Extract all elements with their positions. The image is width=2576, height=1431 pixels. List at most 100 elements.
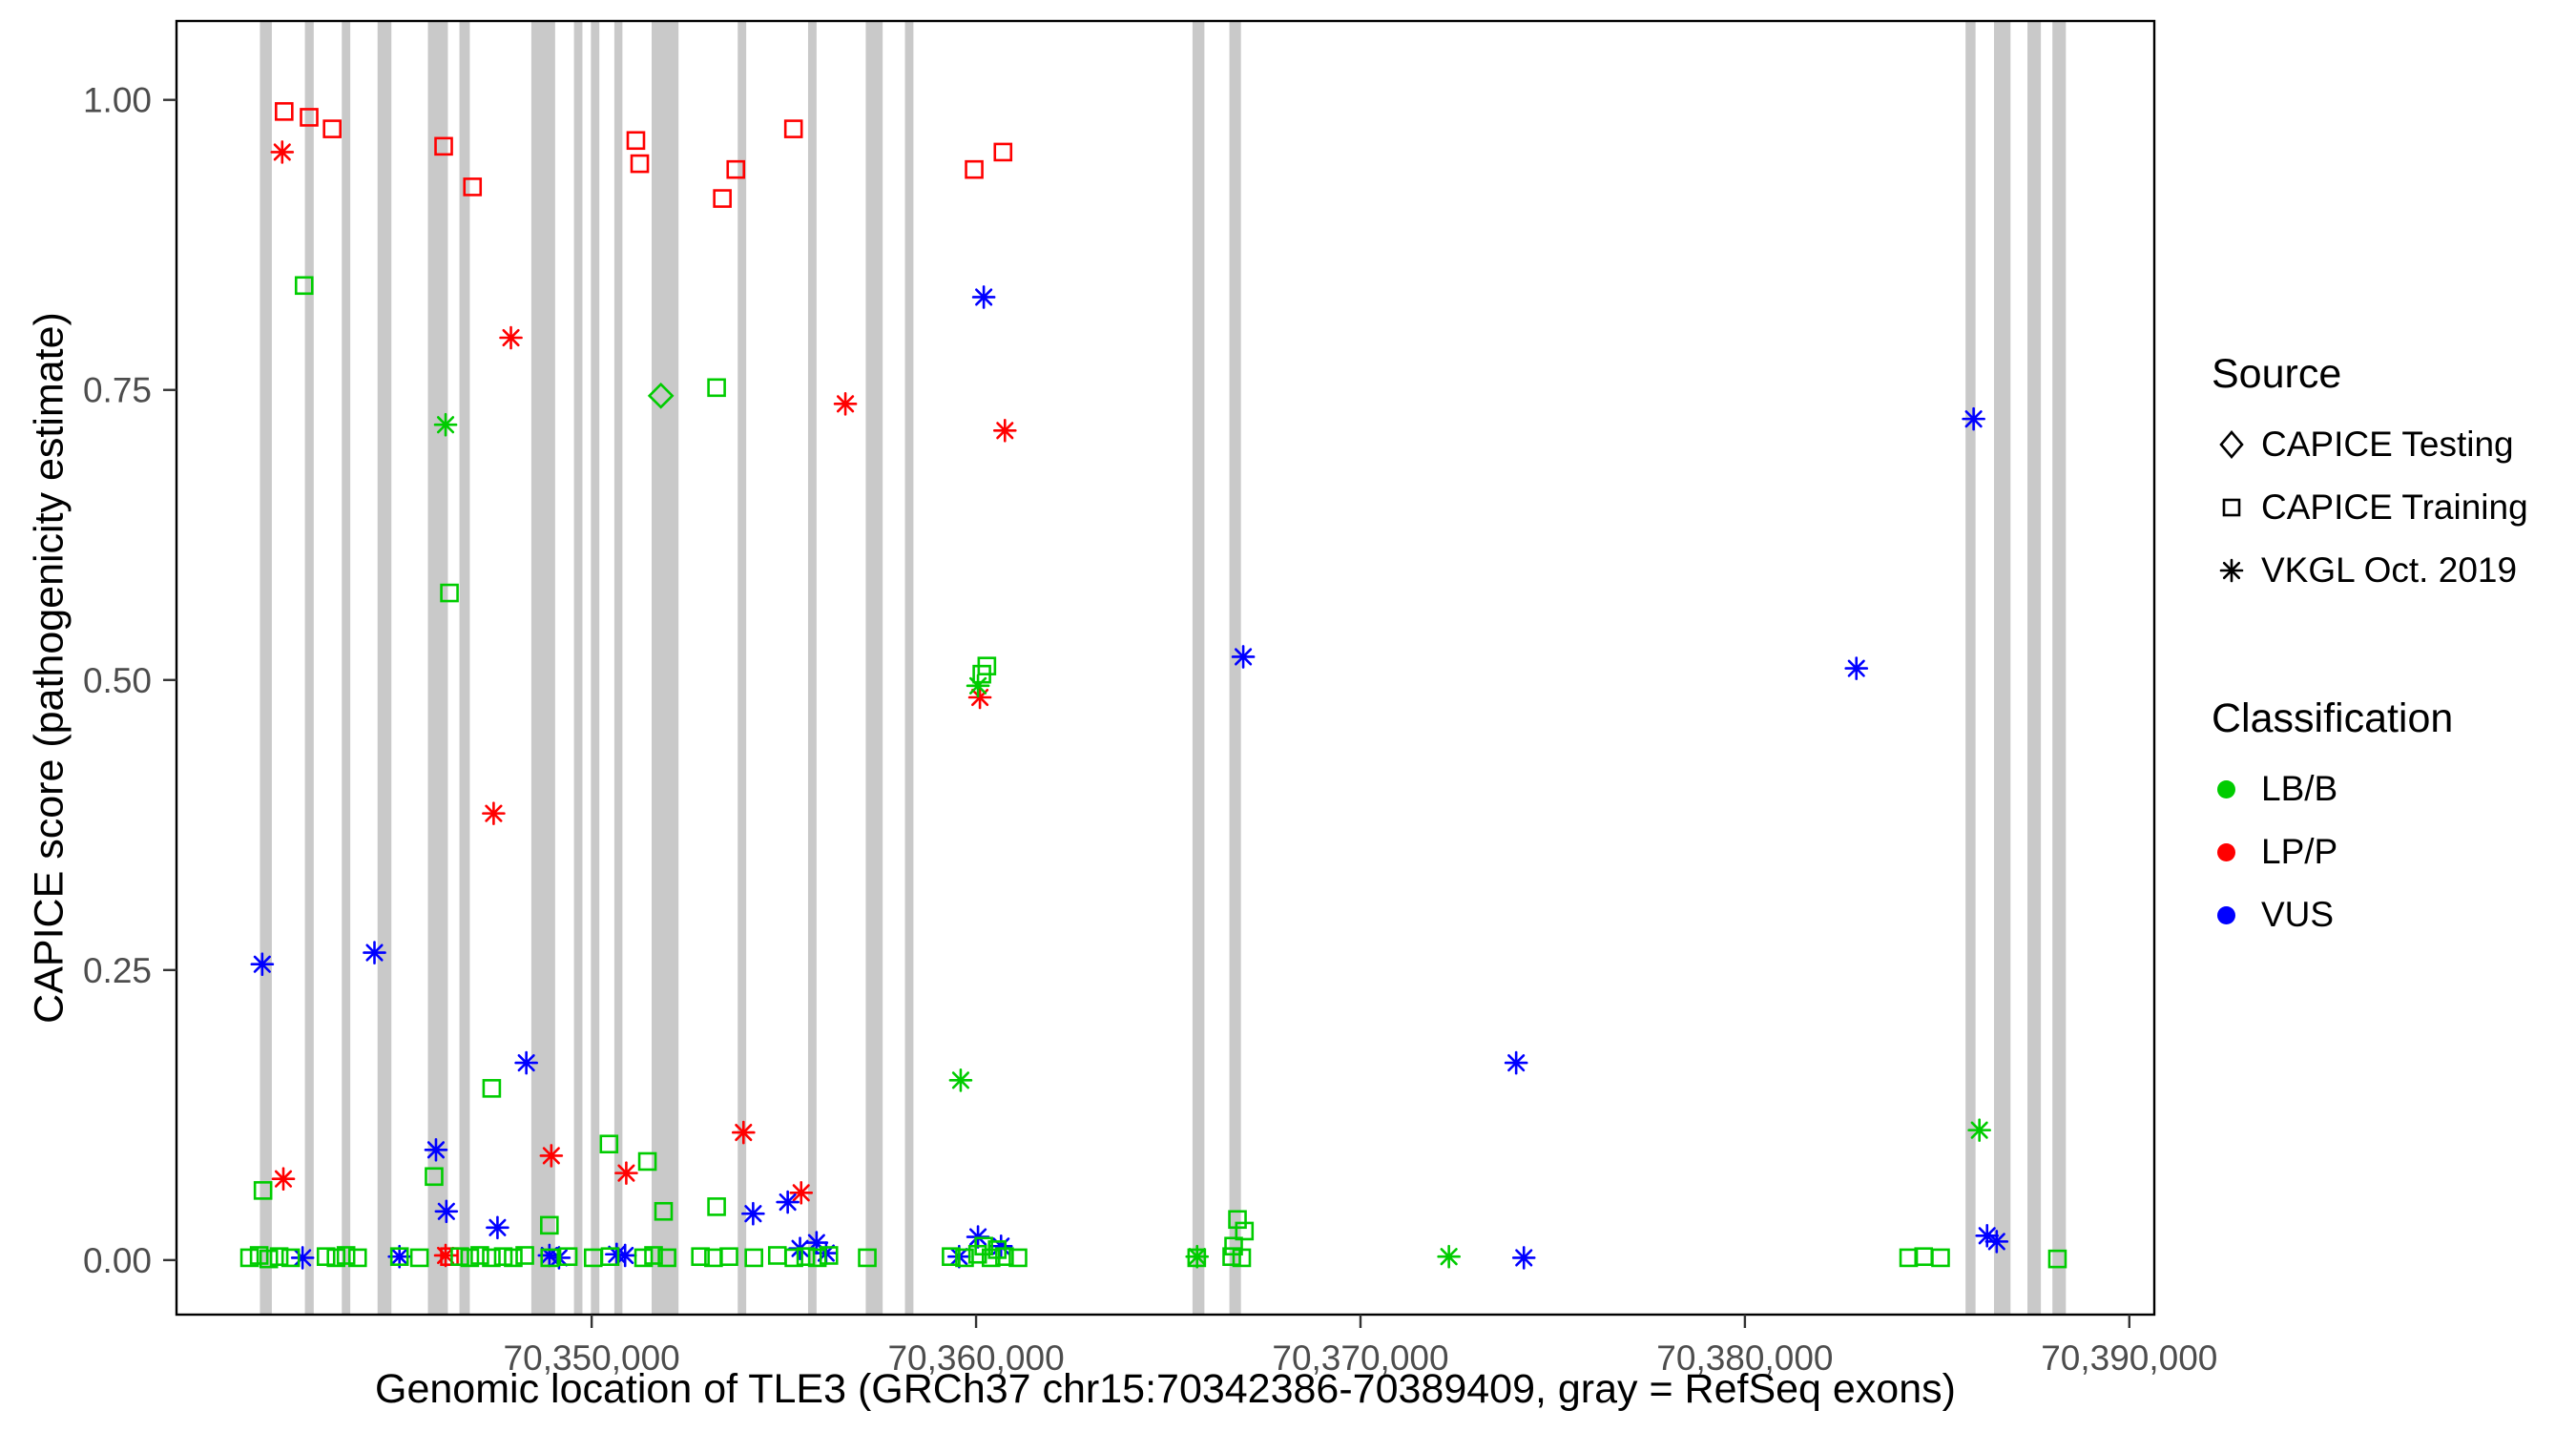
data-point-asterisk xyxy=(363,941,386,964)
y-tick-label: 0.75 xyxy=(83,371,152,410)
data-point-square xyxy=(654,1201,674,1221)
x-tick-label: 70,360,000 xyxy=(887,1338,1064,1378)
data-point-square xyxy=(599,1134,619,1154)
legend-item-label: VUS xyxy=(2261,895,2335,934)
data-point-square xyxy=(691,1247,710,1266)
data-point-square xyxy=(504,1248,523,1268)
data-point-asterisk xyxy=(514,1050,538,1075)
y-tick-label: 0.50 xyxy=(83,661,152,700)
green-dot-icon xyxy=(2212,779,2261,798)
data-point-square xyxy=(807,1248,827,1268)
data-point-asterisk xyxy=(270,140,295,164)
data-point-square xyxy=(259,1249,279,1269)
legend-item-label: LB/B xyxy=(2261,769,2338,808)
legend: Source CAPICE Testing CAPICE Training xyxy=(2212,351,2565,956)
data-point-square xyxy=(269,1247,289,1266)
data-point-square xyxy=(626,131,646,151)
data-point-asterisk xyxy=(992,418,1017,443)
exon-bar xyxy=(613,21,623,1315)
blue-dot-icon xyxy=(2212,905,2261,924)
data-point-square xyxy=(726,159,746,179)
legend-item-lbb: LB/B xyxy=(2212,767,2565,811)
data-point-asterisk xyxy=(948,1068,973,1092)
data-point-square xyxy=(409,1248,429,1268)
data-point-square xyxy=(707,1197,726,1216)
plot-panel-border xyxy=(175,19,2156,1317)
data-point-square xyxy=(784,1248,803,1268)
data-point-square xyxy=(336,1246,356,1265)
asterisk-icon xyxy=(2212,550,2261,591)
data-point-square xyxy=(995,1247,1014,1266)
data-point-square xyxy=(644,1246,663,1265)
data-point-square xyxy=(347,1248,367,1268)
x-axis-title: Genomic location of TLE3 (GRCh37 chr15:7… xyxy=(375,1366,1956,1412)
data-point-square xyxy=(634,1248,654,1268)
exon-bar xyxy=(1965,21,1976,1315)
legend-item-label: VKGL Oct. 2019 xyxy=(2261,550,2518,590)
y-tick-label: 1.00 xyxy=(83,81,152,120)
data-point-square xyxy=(425,1167,444,1187)
data-point-square xyxy=(440,583,459,603)
exon-bar xyxy=(807,21,817,1315)
exon-bar xyxy=(260,21,272,1315)
data-point-square xyxy=(460,1248,480,1268)
data-point-square xyxy=(783,119,803,138)
data-point-asterisk xyxy=(732,1120,756,1145)
data-point-square xyxy=(253,1181,273,1200)
legend-item-vus: VUS xyxy=(2212,893,2565,937)
data-point-asterisk xyxy=(434,1199,459,1224)
exon-bar xyxy=(1993,21,2011,1315)
data-point-square xyxy=(1232,1248,1252,1268)
data-point-square xyxy=(540,1248,560,1268)
data-point-square xyxy=(993,142,1013,162)
data-point-asterisk xyxy=(482,801,506,825)
data-point-square xyxy=(637,1151,657,1172)
data-point-asterisk xyxy=(1437,1244,1461,1269)
data-point-square xyxy=(819,1246,839,1265)
data-point-asterisk xyxy=(776,1190,800,1214)
data-point-asterisk xyxy=(1967,1118,1991,1142)
data-point-square xyxy=(322,119,342,138)
data-point-asterisk xyxy=(499,325,523,350)
data-point-square xyxy=(239,1248,260,1268)
data-point-asterisk xyxy=(433,412,458,437)
data-point-asterisk xyxy=(741,1201,765,1226)
data-point-square xyxy=(450,1247,469,1266)
exon-bar xyxy=(1229,21,1241,1315)
y-tick-label: 0.00 xyxy=(83,1241,152,1280)
data-point-square xyxy=(470,1246,489,1265)
data-point-square xyxy=(981,1248,1001,1268)
data-point-square xyxy=(493,1247,513,1266)
legend-item-label: CAPICE Testing xyxy=(2261,425,2514,464)
red-dot-icon xyxy=(2212,842,2261,861)
legend-item-lpp: LP/P xyxy=(2212,830,2565,874)
data-point-square xyxy=(719,1247,738,1266)
data-point-asterisk xyxy=(988,1234,1013,1258)
exon-bar xyxy=(377,21,392,1315)
data-point-square xyxy=(965,159,984,179)
data-point-square xyxy=(657,1248,676,1268)
data-point-asterisk xyxy=(1511,1246,1536,1270)
data-point-square xyxy=(707,378,726,398)
data-point-square xyxy=(316,1247,336,1266)
exon-bar xyxy=(652,21,679,1315)
legend-item-capice-training: CAPICE Training xyxy=(2212,486,2565,529)
data-point-asterisk xyxy=(1984,1230,2009,1254)
diamond-icon xyxy=(2212,425,2261,465)
legend-item-capice-testing: CAPICE Testing xyxy=(2212,423,2565,467)
data-point-asterisk xyxy=(966,674,990,698)
legend-item-label: CAPICE Training xyxy=(2261,487,2528,527)
y-tick-label: 0.25 xyxy=(83,951,152,990)
exon-bar xyxy=(737,21,747,1315)
data-point-asterisk xyxy=(424,1138,448,1162)
data-point-square xyxy=(713,189,732,208)
x-tick-label: 70,370,000 xyxy=(1272,1338,1448,1378)
data-point-asterisk xyxy=(1962,406,1985,431)
exon-bar xyxy=(2052,21,2067,1315)
data-point-asterisk xyxy=(250,952,275,977)
exon-bar xyxy=(2027,21,2042,1315)
data-point-square xyxy=(249,1246,269,1265)
data-point-diamond xyxy=(647,382,675,409)
